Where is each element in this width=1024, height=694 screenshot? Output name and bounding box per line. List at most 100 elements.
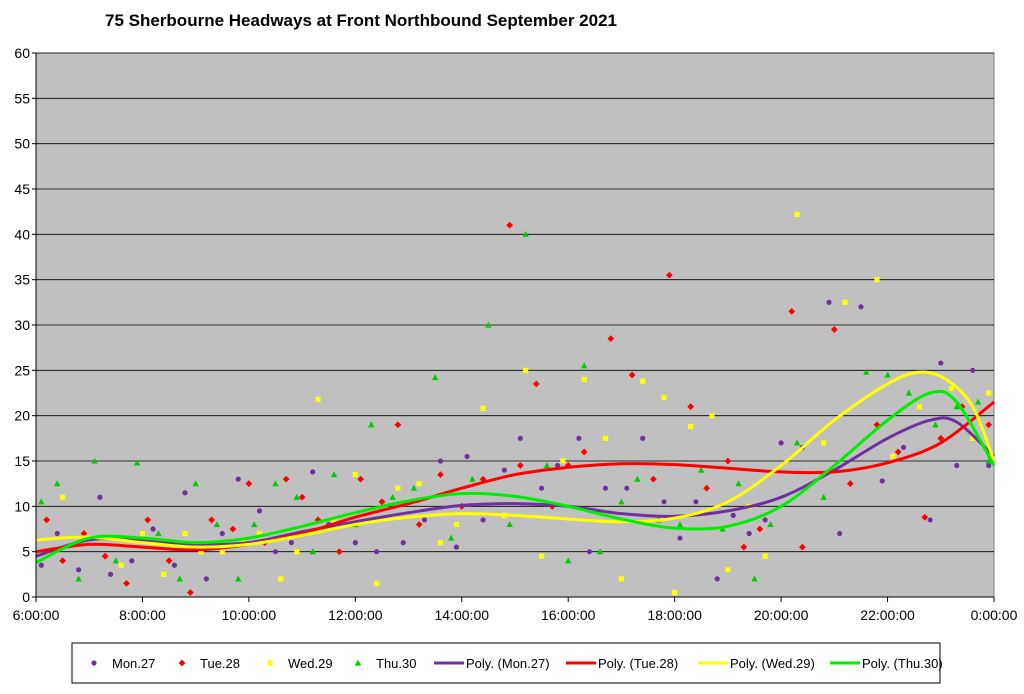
point-thu-30 xyxy=(793,439,801,446)
point-wed-29 xyxy=(256,530,263,537)
point-tue-28 xyxy=(516,462,524,469)
x-tick-label: 18:00:00 xyxy=(647,607,702,623)
x-axis-ticks: 6:00:00 8:00:00 10:00:00 12:00:00 14:00:00 16… xyxy=(13,597,1018,623)
y-tick-label: 15 xyxy=(14,453,30,469)
x-tick-label: 8:00:00 xyxy=(119,607,166,623)
point-tue-28 xyxy=(687,403,695,410)
point-mon-27 xyxy=(693,499,699,505)
y-tick-label: 5 xyxy=(22,544,30,560)
point-tue-28 xyxy=(937,434,945,442)
point-wed-29 xyxy=(139,530,146,537)
point-tue-28 xyxy=(80,530,88,537)
point-wed-29 xyxy=(118,562,124,568)
point-mon-27 xyxy=(927,517,933,523)
point-thu-30 xyxy=(91,457,98,464)
point-tue-28 xyxy=(298,493,306,501)
point-tue-28 xyxy=(894,448,902,456)
point-wed-29 xyxy=(916,404,923,410)
point-thu-30 xyxy=(54,480,61,487)
y-tick-label: 30 xyxy=(14,317,30,333)
point-thu-30 xyxy=(112,557,120,564)
x-tick-label: 0:00:00 xyxy=(971,607,1018,623)
point-thu-30 xyxy=(176,575,183,582)
point-wed-29 xyxy=(948,385,955,392)
point-tue-28 xyxy=(788,308,796,315)
point-thu-30 xyxy=(751,575,758,582)
point-tue-28 xyxy=(830,326,838,333)
point-thu-30 xyxy=(38,498,45,505)
point-wed-29 xyxy=(182,530,188,537)
point-mon-27 xyxy=(517,435,523,441)
point-thu-30 xyxy=(580,362,588,369)
point-tue-28 xyxy=(123,580,130,587)
legend-marker-wed-29 xyxy=(267,660,273,666)
point-thu-30 xyxy=(75,575,82,582)
point-wed-29 xyxy=(725,567,731,573)
legend-label-poly-mon-27: Poly. (Mon.27) xyxy=(466,656,550,671)
trendline-poly-mon-27 xyxy=(35,416,996,558)
point-mon-27 xyxy=(986,462,992,469)
x-tick-label: 6:00:00 xyxy=(13,607,60,623)
point-mon-27 xyxy=(288,540,295,546)
y-axis-ticks: 0 5 10 15 20 25 30 35 40 45 50 55 60 xyxy=(14,45,36,605)
point-tue-28 xyxy=(208,516,216,524)
point-tue-28 xyxy=(335,548,343,556)
x-tick-label: 20:00:00 xyxy=(754,607,809,623)
point-thu-30 xyxy=(469,475,476,482)
point-tue-28 xyxy=(144,516,152,524)
point-wed-29 xyxy=(523,367,529,373)
point-mon-27 xyxy=(272,549,279,555)
y-tick-label: 0 xyxy=(22,589,30,605)
point-tue-28 xyxy=(724,457,732,465)
point-tue-28 xyxy=(59,557,67,565)
point-tue-28 xyxy=(607,335,615,342)
point-wed-29 xyxy=(709,413,715,419)
point-thu-30 xyxy=(431,374,439,381)
point-thu-30 xyxy=(974,398,982,405)
point-tue-28 xyxy=(245,480,253,488)
point-thu-30 xyxy=(820,493,827,500)
point-wed-29 xyxy=(374,580,380,586)
legend-label-mon-27: Mon.27 xyxy=(112,656,155,671)
point-mon-27 xyxy=(954,462,960,469)
y-tick-label: 40 xyxy=(14,226,30,242)
point-mon-27 xyxy=(203,576,209,582)
point-mon-27 xyxy=(400,540,406,546)
point-mon-27 xyxy=(586,549,593,555)
point-wed-29 xyxy=(970,435,976,441)
point-thu-30 xyxy=(905,389,913,396)
legend-label-poly-tue-28: Poly. (Tue.28) xyxy=(598,656,678,671)
point-mon-27 xyxy=(374,549,380,555)
point-wed-29 xyxy=(688,423,694,430)
legend-marker-thu-30 xyxy=(354,659,362,666)
point-tue-28 xyxy=(703,484,710,492)
point-mon-27 xyxy=(437,458,444,464)
point-thu-30 xyxy=(676,521,684,528)
point-thu-30 xyxy=(235,575,242,582)
point-thu-30 xyxy=(506,521,513,528)
legend-label-wed-29: Wed.29 xyxy=(288,656,333,671)
point-mon-27 xyxy=(219,530,225,537)
point-thu-30 xyxy=(596,548,604,555)
chart-title: 75 Sherbourne Headways at Front Northbou… xyxy=(105,11,617,30)
y-tick-label: 20 xyxy=(14,408,30,424)
x-tick-label: 14:00:00 xyxy=(435,607,490,623)
point-wed-29 xyxy=(874,277,880,283)
point-mon-27 xyxy=(826,299,832,305)
point-wed-29 xyxy=(437,540,444,546)
point-tue-28 xyxy=(649,475,657,483)
point-tue-28 xyxy=(506,221,514,229)
point-mon-27 xyxy=(150,526,156,532)
point-tue-28 xyxy=(186,589,194,596)
x-tick-label: 10:00:00 xyxy=(222,607,277,623)
point-thu-30 xyxy=(953,403,960,410)
point-thu-30 xyxy=(863,368,870,375)
point-thu-30 xyxy=(543,462,551,469)
point-mon-27 xyxy=(464,453,470,460)
point-mon-27 xyxy=(235,476,241,482)
point-mon-27 xyxy=(310,469,316,475)
trendline-poly-thu-30 xyxy=(35,389,996,564)
point-wed-29 xyxy=(416,481,422,487)
point-tue-28 xyxy=(740,543,748,551)
point-thu-30 xyxy=(618,498,625,505)
